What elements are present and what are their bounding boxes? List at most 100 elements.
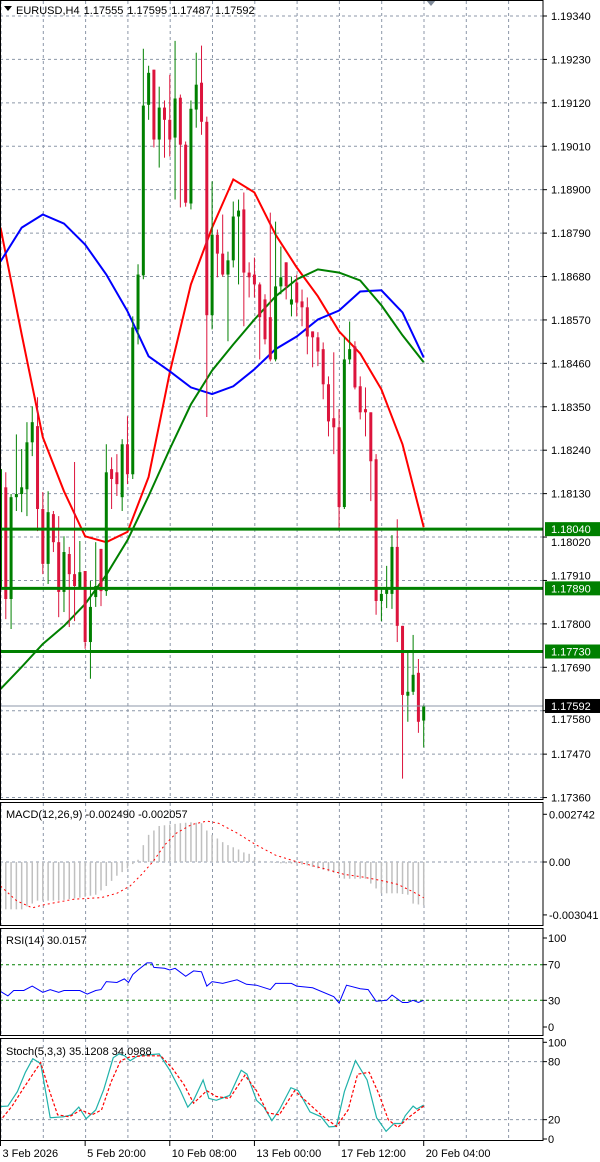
candle-body (358, 386, 362, 413)
bullish-candle (78, 540, 82, 590)
bullish-candle (194, 52, 198, 128)
stoch-axis-label: 20 (548, 1115, 560, 1127)
current-price-label: 1.17592 (551, 701, 591, 713)
candle-body (115, 472, 119, 485)
bearish-candle (4, 472, 8, 620)
bullish-candle (226, 251, 230, 342)
price-level-label: 1.17890 (551, 583, 591, 595)
candle-body (20, 487, 24, 495)
bearish-candle (221, 214, 225, 277)
candle-body (348, 349, 352, 360)
candle-body (88, 606, 92, 643)
candle-body (385, 587, 389, 594)
chart-shift-marker-icon[interactable] (426, 0, 436, 6)
bullish-candle (411, 634, 415, 695)
price-tick-label: 1.18240 (551, 445, 591, 457)
bearish-candle (416, 659, 420, 733)
candle-body (147, 72, 151, 105)
candle-body (83, 570, 87, 643)
candle-body (316, 337, 320, 352)
stochastic-panel: Stoch(5,3,3) 35.1208 34.0988 100 80 20 0 (0, 1037, 566, 1146)
price-tick-label: 1.18020 (551, 537, 591, 549)
candle-body (94, 585, 98, 598)
candles (0, 40, 426, 779)
bearish-candle (300, 289, 304, 327)
candle-body (326, 384, 330, 422)
rsi-label: RSI(14) 30.0157 (6, 935, 87, 947)
candle-body (231, 216, 235, 261)
bearish-candle (205, 116, 209, 418)
bullish-candle (422, 704, 426, 748)
bearish-candle (268, 212, 272, 362)
chart-header: EURUSD,H4 1.17555 1.17595 1.17487 1.17592 (4, 5, 255, 17)
bearish-candle (247, 262, 251, 298)
rsi-panel-frame (0, 928, 544, 1036)
candle-body (390, 546, 394, 594)
time-axis: 3 Feb 2026 5 Feb 20:00 10 Feb 08:00 13 Feb … (0, 1141, 491, 1160)
bearish-candle (215, 229, 219, 278)
bearish-candle (115, 454, 119, 496)
stoch-axis-label: 100 (548, 1037, 566, 1049)
time-tick-label: 13 Feb 00:00 (256, 1148, 321, 1160)
candle-body (67, 554, 71, 575)
candle-body (162, 107, 166, 120)
header-high: 1.17595 (127, 5, 167, 17)
candle-body (194, 84, 198, 110)
price-tick-label: 1.18900 (551, 185, 591, 197)
price-tick-label: 1.19340 (551, 11, 591, 23)
candle-body (416, 672, 420, 722)
macd-panel-frame (0, 802, 544, 926)
macd-axis-label: -0.003041 (549, 910, 599, 922)
candle-body (221, 253, 225, 275)
price-tick-label: 1.18350 (551, 402, 591, 414)
candle-body (258, 284, 262, 318)
bullish-candle (94, 542, 98, 607)
header-close: 1.17592 (215, 5, 255, 17)
bullish-candle (348, 321, 352, 365)
bearish-candle (125, 416, 129, 485)
bearish-candle (326, 376, 330, 437)
price-tick-label: 1.17910 (551, 570, 591, 582)
bearish-candle (369, 412, 373, 502)
price-tick-label: 1.18460 (551, 358, 591, 370)
time-tick-label: 3 Feb 2026 (3, 1148, 59, 1160)
bearish-candle (200, 45, 204, 135)
candle-body (104, 472, 108, 592)
symbol-info: EURUSD,H4 1.17555 1.17595 1.17487 1.17592 (16, 5, 255, 17)
bullish-candle (120, 439, 124, 511)
candle-body (321, 349, 325, 385)
bearish-candle (395, 519, 399, 643)
price-tick-label: 1.17800 (551, 619, 591, 631)
candle-body (353, 346, 357, 388)
bullish-candle (104, 444, 108, 596)
candle-body (226, 260, 230, 275)
time-tick-label: 10 Feb 08:00 (172, 1148, 237, 1160)
candle-body (263, 299, 267, 340)
bearish-candle (83, 570, 87, 649)
grid-lines (0, 1, 543, 1140)
bullish-candle (390, 535, 394, 609)
stoch-label: Stoch(5,3,3) 35.1208 34.0988 (6, 1046, 152, 1058)
bearish-candle (295, 274, 299, 317)
dropdown-triangle-icon[interactable] (4, 6, 12, 11)
bullish-candle (210, 181, 214, 330)
candle-body (136, 274, 140, 330)
candle-body (200, 82, 204, 122)
price-tick-label: 1.17690 (551, 662, 591, 674)
candle-body (9, 497, 13, 600)
rsi-axis-label: 30 (548, 995, 560, 1007)
time-tick-label: 5 Feb 20:00 (87, 1148, 146, 1160)
price-tick-label: 1.19010 (551, 141, 591, 153)
bearish-candle (178, 94, 182, 208)
candle-body (30, 422, 34, 443)
bearish-candle (152, 69, 156, 148)
horizontal-levels: 1.18040 1.17890 1.17730 1.17592 (0, 522, 600, 713)
bullish-candle (231, 201, 235, 268)
price-level-label: 1.17730 (551, 647, 591, 659)
bearish-candle (316, 332, 320, 367)
price-tick-label: 1.18570 (551, 315, 591, 327)
candle-body (189, 108, 193, 204)
bearish-candle (162, 100, 166, 158)
price-axis: 1.19340 1.19230 1.19120 1.19010 1.18900 1.187… (543, 11, 591, 805)
